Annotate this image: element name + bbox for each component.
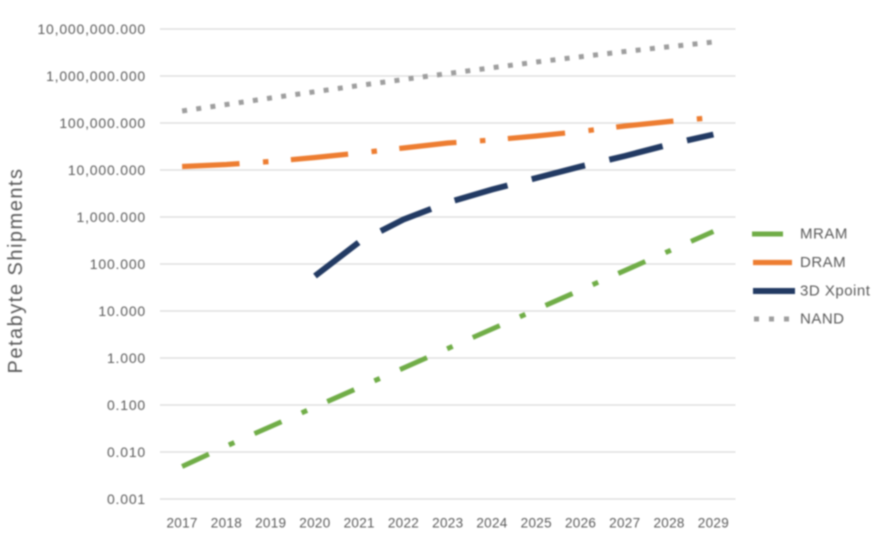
svg-text:100.000: 100.000 (90, 256, 146, 272)
svg-text:0.100: 0.100 (107, 397, 146, 413)
svg-text:2020: 2020 (299, 516, 330, 531)
svg-text:1.000: 1.000 (107, 350, 146, 366)
svg-text:NAND: NAND (800, 311, 845, 328)
svg-text:Petabyte Shipments: Petabyte Shipments (5, 168, 27, 374)
svg-text:0.001: 0.001 (107, 491, 146, 507)
svg-text:2029: 2029 (698, 516, 729, 531)
svg-text:2028: 2028 (653, 516, 684, 531)
svg-text:2021: 2021 (344, 516, 375, 531)
svg-text:0.010: 0.010 (107, 444, 146, 460)
svg-text:2022: 2022 (388, 516, 419, 531)
svg-text:2025: 2025 (521, 516, 552, 531)
svg-text:2024: 2024 (476, 516, 507, 531)
svg-text:2023: 2023 (432, 516, 463, 531)
svg-text:2026: 2026 (565, 516, 596, 531)
svg-text:10,000,000.000: 10,000,000.000 (37, 21, 146, 37)
svg-text:1,000.000: 1,000.000 (77, 209, 146, 225)
svg-text:2027: 2027 (609, 516, 640, 531)
svg-text:1,000,000.000: 1,000,000.000 (46, 68, 146, 84)
svg-text:MRAM: MRAM (800, 226, 848, 243)
svg-text:100,000.000: 100,000.000 (59, 115, 146, 131)
svg-text:3D Xpoint: 3D Xpoint (800, 283, 871, 300)
svg-text:2018: 2018 (211, 516, 242, 531)
svg-text:DRAM: DRAM (800, 254, 846, 271)
svg-text:2019: 2019 (255, 516, 286, 531)
svg-text:2017: 2017 (166, 516, 197, 531)
svg-text:10,000.000: 10,000.000 (68, 162, 146, 178)
svg-text:10.000: 10.000 (98, 303, 146, 319)
